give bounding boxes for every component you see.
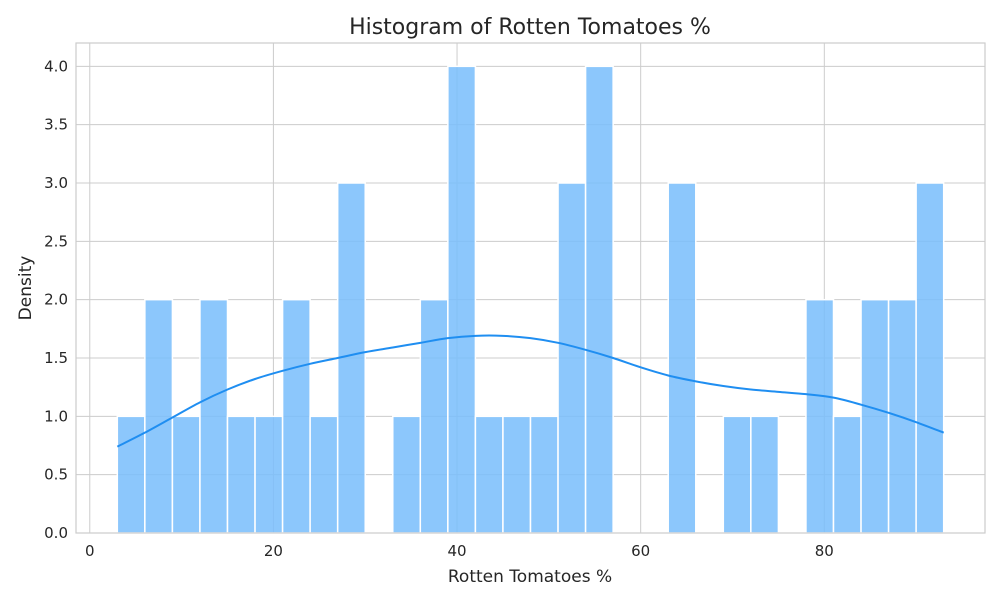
x-axis-label: Rotten Tomatoes %	[448, 567, 612, 587]
histogram-bar	[199, 298, 229, 534]
x-tick-label: 60	[631, 542, 650, 560]
histogram-bar	[309, 415, 339, 534]
histogram-bar	[915, 182, 945, 534]
y-tick-label: 1.0	[44, 407, 68, 425]
chart-title: Histogram of Rotten Tomatoes %	[349, 15, 711, 40]
x-tick-label: 20	[264, 542, 283, 560]
y-tick-label: 3.5	[44, 116, 68, 134]
histogram-bar	[722, 415, 752, 534]
histogram-bar	[281, 298, 311, 534]
histogram-bar	[419, 298, 449, 534]
histogram-bar	[557, 182, 587, 534]
histogram-bar	[392, 415, 422, 534]
y-tick-label: 2.0	[44, 291, 68, 309]
x-tick-labels: 0 20 40 60 80	[85, 542, 834, 560]
x-tick-label: 80	[815, 542, 834, 560]
histogram-bar	[447, 65, 477, 534]
x-tick-label: 0	[85, 542, 95, 560]
y-tick-label: 1.5	[44, 349, 68, 367]
histogram-bar	[474, 415, 504, 534]
histogram-bar	[529, 415, 559, 534]
y-axis-label: Density	[16, 256, 36, 321]
y-tick-label: 4.0	[44, 57, 68, 75]
histogram-bar	[584, 65, 614, 534]
histogram-bar	[144, 298, 174, 534]
histogram-bar	[805, 298, 835, 534]
histogram-bar	[226, 415, 256, 534]
y-tick-labels: 0.0 0.5 1.0 1.5 2.0 2.5 3.0 3.5 4.0	[44, 57, 68, 542]
histogram-bar	[667, 182, 697, 534]
histogram-bar	[502, 415, 532, 534]
y-tick-label: 0.0	[44, 524, 68, 542]
histogram-bar	[832, 415, 862, 534]
kde-curve	[116, 334, 945, 448]
y-tick-label: 0.5	[44, 466, 68, 484]
y-tick-label: 2.5	[44, 232, 68, 250]
plot-frame	[75, 42, 986, 534]
histogram-bars	[116, 65, 945, 534]
histogram-bar	[171, 415, 201, 534]
histogram-bar	[860, 298, 890, 534]
x-tick-label: 40	[447, 542, 466, 560]
y-tick-label: 3.0	[44, 174, 68, 192]
histogram-bar	[254, 415, 284, 534]
histogram-bar	[750, 415, 780, 534]
